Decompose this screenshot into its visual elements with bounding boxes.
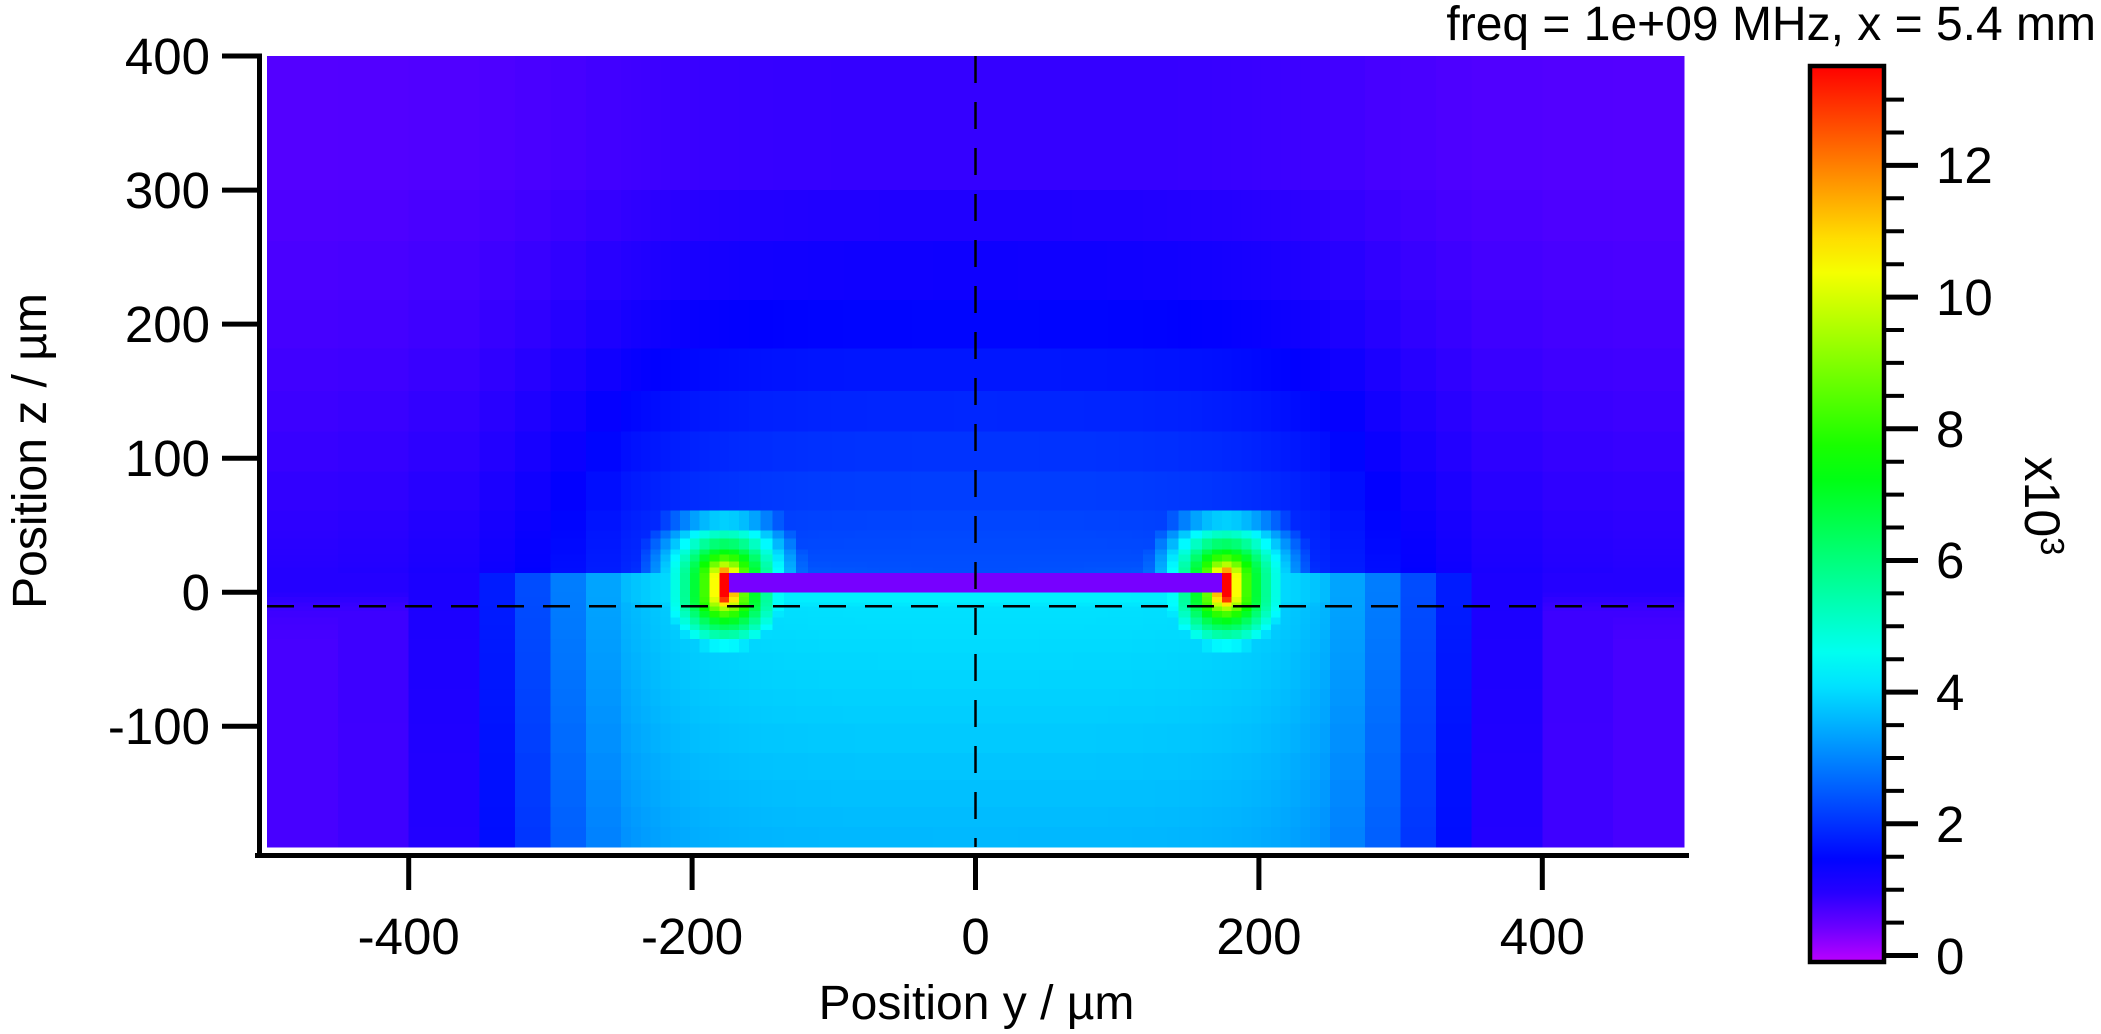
svg-text:12: 12: [1936, 137, 1993, 194]
svg-text:400: 400: [1500, 908, 1585, 965]
svg-text:0: 0: [1936, 928, 1964, 985]
svg-text:0: 0: [961, 908, 989, 965]
svg-text:400: 400: [125, 28, 210, 85]
svg-text:300: 300: [125, 162, 210, 219]
svg-text:6: 6: [1936, 532, 1964, 589]
svg-text:Position y / µm: Position y / µm: [819, 977, 1135, 1029]
svg-text:freq = 1e+09 MHz, x = 5.4 mm: freq = 1e+09 MHz, x = 5.4 mm: [1446, 0, 2096, 51]
svg-text:8: 8: [1936, 401, 1964, 458]
svg-text:4: 4: [1936, 664, 1964, 721]
svg-text:-200: -200: [641, 908, 743, 965]
svg-text:-400: -400: [358, 908, 460, 965]
svg-text:100: 100: [125, 430, 210, 487]
svg-text:-100: -100: [108, 698, 210, 755]
svg-text:2: 2: [1936, 796, 1964, 853]
svg-text:200: 200: [1216, 908, 1301, 965]
svg-text:200: 200: [125, 296, 210, 353]
svg-text:Position z / µm: Position z / µm: [4, 293, 57, 609]
svg-text:10: 10: [1936, 269, 1993, 326]
svg-text:0: 0: [182, 564, 210, 621]
